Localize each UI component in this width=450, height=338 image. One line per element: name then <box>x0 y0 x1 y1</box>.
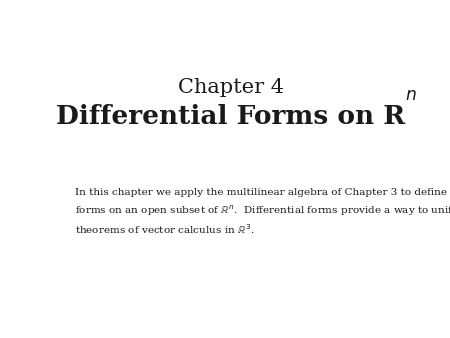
Text: theorems of vector calculus in $\mathbb{R}^{3}$.: theorems of vector calculus in $\mathbb{… <box>76 222 255 236</box>
Text: forms on an open subset of $\mathbb{R}^{n}$.  Differential forms provide a way t: forms on an open subset of $\mathbb{R}^{… <box>76 204 450 218</box>
Text: Differential Forms on R: Differential Forms on R <box>56 104 405 129</box>
Text: In this chapter we apply the multilinear algebra of Chapter 3 to define differen: In this chapter we apply the multilinear… <box>76 188 450 197</box>
Text: $\mathit{n}$: $\mathit{n}$ <box>405 87 417 104</box>
Text: Chapter 4: Chapter 4 <box>178 78 284 97</box>
